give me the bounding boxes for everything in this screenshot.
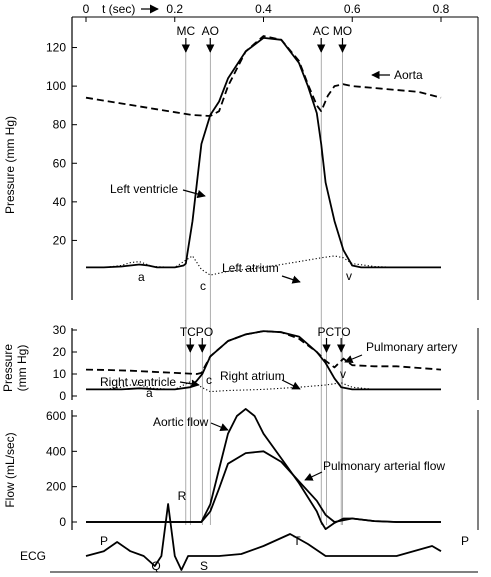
series-aorta xyxy=(85,35,442,117)
annotation-a-left: a xyxy=(138,270,145,284)
event-label: MC xyxy=(177,24,196,38)
annotation-pulmonary-arterial-flow: Pulmonary arterial flow xyxy=(323,459,445,473)
annotation-c-right: c xyxy=(206,373,212,387)
ecg-label: ECG xyxy=(20,549,46,563)
ecg-wave-label: T xyxy=(293,534,301,548)
event-label: MO xyxy=(333,24,352,38)
annotation-right-ventricle-arrow xyxy=(179,379,200,388)
series-right-ventricle xyxy=(86,330,441,391)
annotation-pulmonary-artery-arrow xyxy=(344,354,363,364)
series-ecg xyxy=(85,503,442,571)
series-pulmonary-arterial-flow xyxy=(86,450,441,523)
time-tick-label: 0.6 xyxy=(344,2,361,16)
y-tick-label: 30 xyxy=(53,323,67,337)
y-tick-label: 200 xyxy=(46,480,66,494)
event-label: AO xyxy=(202,24,219,38)
time-tick-label: 0.8 xyxy=(433,2,450,16)
y-tick-label: 20 xyxy=(53,233,67,247)
series-layer xyxy=(85,35,442,571)
event-label: AC xyxy=(313,24,330,38)
annotation-aortic-flow: Aortic flow xyxy=(153,415,209,429)
ticks-layer xyxy=(72,17,442,523)
event-lines-layer xyxy=(185,50,343,525)
time-tick-label: 0.2 xyxy=(166,2,183,16)
time-tick-label: 0 xyxy=(83,2,90,16)
ecg-wave-label: P xyxy=(100,534,108,548)
annotation-v-right: v xyxy=(340,367,346,381)
ecg-wave-label: S xyxy=(200,559,208,573)
annotation-left-atrium: Left atrium xyxy=(222,261,279,275)
time-axis-label: t (sec) xyxy=(102,2,135,16)
y-tick-label: 600 xyxy=(46,409,66,423)
annotation-v-left: v xyxy=(346,269,352,283)
right-panel-ylabel-unit: (mm Hg) xyxy=(15,345,29,392)
annotation-c-left: c xyxy=(200,279,206,293)
annotation-left-atrium-arrow xyxy=(281,275,301,284)
left-panel-ylabel: Pressure (mm Hg) xyxy=(3,116,17,214)
annotation-left-ventricle: Left ventricle xyxy=(110,182,178,196)
annotation-pulmonary-arterial-flow-arrow xyxy=(304,471,323,481)
labels-layer: 0 0.2 0.4 0.6 0.8 t (sec) 20 40 60 80 100 120 0 10 20 3… xyxy=(1,2,469,573)
ecg-wave-label: R xyxy=(178,489,187,503)
y-tick-label: 100 xyxy=(46,79,66,93)
y-tick-label: 60 xyxy=(53,156,67,170)
annotation-right-ventricle: Right ventricle xyxy=(100,375,176,389)
y-tick-label: 120 xyxy=(46,41,66,55)
annotation-aortic-flow-arrow xyxy=(210,422,229,432)
ecg-wave-label: P xyxy=(461,534,469,548)
flow-panel-ylabel: Flow (mL/sec) xyxy=(3,432,17,507)
time-tick-label: 0.4 xyxy=(255,2,272,16)
series-left-ventricle xyxy=(86,37,441,269)
annotation-right-atrium-arrow xyxy=(281,379,301,390)
series-left-atrium xyxy=(86,255,441,276)
annotation-a-right: a xyxy=(146,386,153,400)
event-label-tcpo: TCPO xyxy=(180,325,213,339)
ecg-wave-label: Q xyxy=(151,559,160,573)
y-tick-label: 0 xyxy=(59,515,66,529)
annotation-aorta: Aorta xyxy=(394,68,423,82)
annotation-right-atrium: Right atrium xyxy=(220,369,285,383)
y-tick-label: 80 xyxy=(53,118,67,132)
annotation-pulmonary-artery: Pulmonary artery xyxy=(366,340,457,354)
event-label-pcto: PCTO xyxy=(317,325,350,339)
y-tick-label: 10 xyxy=(53,367,67,381)
y-tick-label: 40 xyxy=(53,195,67,209)
y-tick-label: 400 xyxy=(46,444,66,458)
annotation-left-ventricle-arrow xyxy=(182,189,206,199)
y-tick-label: 0 xyxy=(59,389,66,403)
right-panel-ylabel: Pressure xyxy=(1,344,15,392)
y-tick-label: 20 xyxy=(53,345,67,359)
